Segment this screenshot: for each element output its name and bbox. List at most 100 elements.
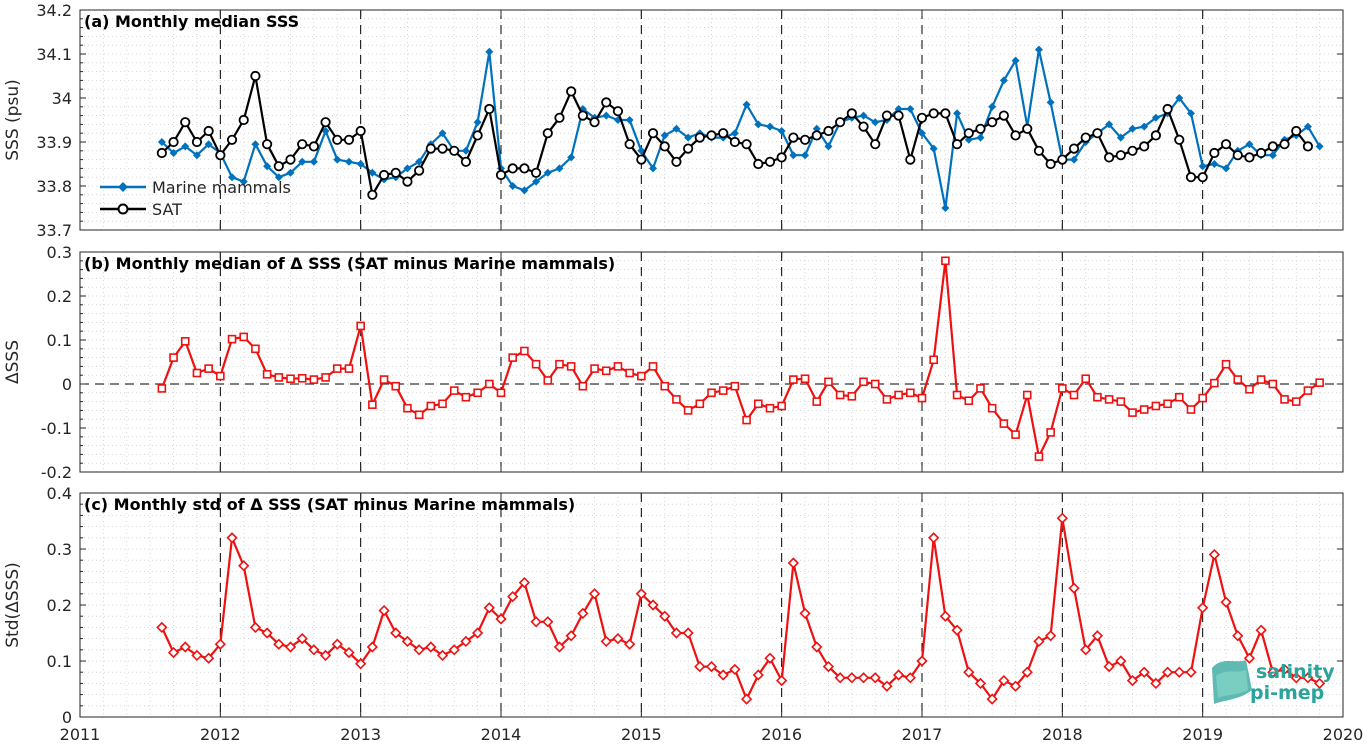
data-point-marker [625, 116, 634, 124]
legend-label-marine-mammals: Marine mammals [152, 178, 291, 197]
y-tick-label: 33.7 [36, 221, 72, 240]
data-point-marker [1057, 154, 1068, 165]
data-point-marker [460, 635, 472, 648]
data-point-marker [332, 134, 343, 145]
data-point-marker [600, 635, 612, 648]
data-point-marker [251, 140, 260, 149]
data-point-marker [1150, 677, 1162, 690]
data-point-marker [1045, 158, 1056, 170]
data-point-marker [320, 117, 331, 128]
data-point-marker [414, 165, 425, 176]
data-point-marker [1081, 374, 1091, 384]
data-point-marker [1198, 162, 1207, 171]
y-tick-label: 0.1 [47, 331, 72, 350]
data-point-marker [368, 168, 377, 177]
data-point-marker [1011, 430, 1020, 439]
data-point-marker [624, 638, 636, 650]
data-point-marker [238, 114, 249, 126]
data-point-marker [706, 130, 717, 141]
data-point-marker [695, 399, 705, 409]
data-point-marker [998, 110, 1009, 121]
data-point-marker [543, 376, 553, 385]
data-point-marker [1034, 45, 1043, 54]
data-point-marker [214, 638, 226, 650]
data-point-marker [332, 364, 342, 373]
y-tick-label: 0.2 [47, 287, 72, 306]
data-point-marker [906, 105, 915, 113]
data-point-marker [473, 388, 482, 398]
data-point-marker [508, 182, 517, 190]
data-point-marker [1069, 390, 1079, 400]
data-point-marker [530, 616, 542, 628]
data-point-marker [473, 118, 482, 127]
data-point-marker [531, 359, 541, 369]
data-point-marker [566, 86, 577, 97]
data-point-marker [333, 155, 342, 164]
data-point-marker [1140, 122, 1149, 131]
data-point-marker [602, 111, 611, 120]
data-point-marker [1127, 145, 1138, 156]
data-point-marker [987, 117, 998, 128]
data-point-marker [518, 576, 531, 589]
y-tick-label: 34 [52, 89, 72, 108]
data-point-marker [485, 47, 494, 56]
data-point-marker [905, 154, 916, 165]
data-point-marker [1245, 140, 1254, 149]
data-point-marker [286, 374, 295, 384]
data-point-marker [156, 147, 167, 159]
data-point-marker [379, 375, 389, 384]
data-point-marker [752, 669, 764, 681]
data-point-marker [1093, 392, 1102, 402]
data-point-marker [169, 353, 178, 362]
data-point-marker [694, 132, 705, 143]
data-point-marker [390, 627, 402, 639]
data-point-marker [554, 112, 565, 123]
data-point-marker [403, 403, 412, 413]
data-point-marker [799, 134, 811, 145]
data-point-marker [471, 627, 484, 639]
data-point-marker [976, 384, 985, 393]
panel-a-y-ticks: 33.7 33.8 33.9 34 34.1 34.2 [36, 1, 1344, 240]
data-point-marker [1010, 130, 1021, 141]
data-point-marker [297, 139, 308, 150]
data-point-marker [461, 392, 471, 402]
data-point-marker [801, 151, 810, 160]
data-point-marker [824, 142, 833, 151]
data-point-marker [1315, 142, 1324, 151]
data-point-marker [705, 660, 718, 673]
data-point-marker [1255, 624, 1267, 636]
legend-label-sat: SAT [152, 200, 182, 219]
data-point-marker [928, 532, 940, 544]
data-point-marker [707, 388, 716, 398]
data-point-marker [1220, 139, 1232, 150]
data-point-marker [273, 638, 285, 650]
data-point-marker [999, 419, 1009, 428]
data-point-marker [391, 381, 401, 391]
series-line-delta [160, 517, 1321, 701]
data-point-marker [754, 120, 763, 129]
data-point-marker [250, 70, 261, 82]
data-point-marker [1150, 130, 1161, 141]
data-point-marker [309, 157, 318, 166]
panel-c-title: (c) Monthly std of Δ SSS (SAT minus Mari… [84, 495, 575, 514]
data-point-marker [742, 415, 751, 425]
data-point-marker [553, 641, 566, 653]
data-point-marker [917, 393, 927, 403]
data-point-marker [204, 364, 213, 373]
data-point-marker [1104, 152, 1115, 163]
data-point-marker [367, 189, 378, 200]
data-point-marker [309, 375, 319, 384]
data-point-marker [284, 641, 297, 653]
data-point-marker [777, 401, 786, 411]
data-point-marker [1116, 397, 1126, 406]
data-point-marker [823, 125, 834, 137]
data-point-marker [742, 100, 751, 109]
data-point-marker [249, 621, 262, 634]
data-point-marker [859, 377, 868, 387]
data-point-marker [998, 674, 1010, 687]
data-point-marker [1186, 109, 1195, 118]
data-point-marker [495, 169, 507, 181]
data-point-marker [1291, 397, 1301, 406]
x-axis-ticks: 2011 2012 2013 2014 2015 2016 2017 2018 2019 2020 [60, 725, 1364, 744]
